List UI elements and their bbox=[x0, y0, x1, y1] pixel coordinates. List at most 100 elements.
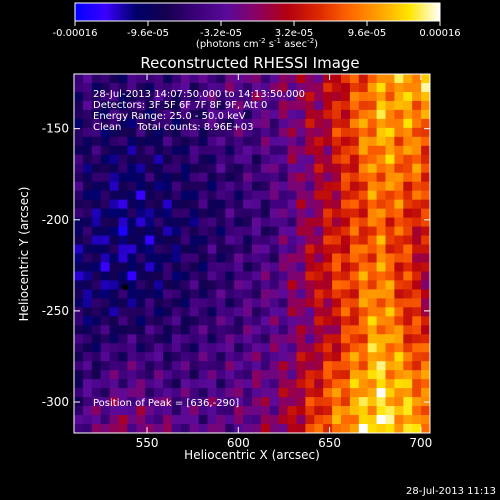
heatmap-cell bbox=[198, 334, 208, 344]
heatmap-cell bbox=[341, 82, 351, 93]
heatmap-cell bbox=[412, 74, 422, 84]
heatmap-cell bbox=[314, 91, 324, 102]
heatmap-cell bbox=[349, 199, 360, 210]
heatmap-cell bbox=[163, 325, 173, 335]
heatmap-cell bbox=[358, 325, 369, 335]
heatmap-cell bbox=[198, 253, 208, 263]
heatmap-cell bbox=[216, 244, 226, 254]
heatmap-cell bbox=[341, 163, 351, 174]
heatmap-cell bbox=[323, 253, 333, 263]
heatmap-cell bbox=[421, 118, 430, 129]
heatmap-cell bbox=[163, 415, 173, 425]
heatmap-cell bbox=[216, 280, 226, 290]
heatmap-cell bbox=[127, 361, 137, 371]
heatmap-cell bbox=[403, 298, 413, 308]
heatmap-cell bbox=[341, 154, 351, 165]
heatmap-cell bbox=[367, 406, 378, 416]
heatmap-cell bbox=[216, 235, 226, 246]
heatmap-cell bbox=[154, 235, 164, 246]
heatmap-cell bbox=[180, 91, 191, 102]
heatmap-cell bbox=[305, 217, 315, 228]
heatmap-cell bbox=[171, 361, 182, 371]
heatmap-cell bbox=[358, 82, 369, 93]
heatmap-cell bbox=[314, 82, 324, 93]
heatmap-cell bbox=[225, 253, 235, 263]
heatmap-cell bbox=[127, 325, 137, 335]
heatmap-cell bbox=[403, 379, 413, 389]
heatmap-cell bbox=[82, 136, 93, 147]
heatmap-cell bbox=[358, 424, 369, 433]
heatmap-cell bbox=[367, 109, 378, 120]
heatmap-cell bbox=[412, 406, 422, 416]
heatmap-cell bbox=[412, 226, 422, 237]
heatmap-cell bbox=[136, 415, 146, 425]
heatmap-cell bbox=[323, 289, 333, 299]
heatmap-cell bbox=[163, 100, 173, 111]
heatmap-cell bbox=[225, 352, 235, 362]
heatmap-cell bbox=[260, 74, 271, 84]
heatmap-cell bbox=[82, 235, 93, 246]
heatmap-cell bbox=[91, 190, 102, 201]
heatmap-cell bbox=[74, 91, 84, 102]
heatmap-cell bbox=[349, 181, 360, 192]
heatmap-cell bbox=[136, 289, 146, 299]
heatmap-cell bbox=[296, 271, 306, 281]
heatmap-cell bbox=[269, 208, 280, 219]
heatmap-cell bbox=[225, 154, 235, 165]
heatmap-cell bbox=[394, 74, 404, 84]
heatmap-cell bbox=[243, 145, 253, 156]
heatmap-cell bbox=[305, 334, 315, 344]
heatmap-cell bbox=[394, 280, 404, 290]
heatmap-cell bbox=[118, 253, 128, 263]
heatmap-cell bbox=[163, 82, 173, 93]
heatmap-cell bbox=[225, 172, 235, 183]
heatmap-cell bbox=[287, 226, 297, 237]
heatmap-cell bbox=[341, 262, 351, 272]
heatmap-cell bbox=[385, 307, 395, 317]
heatmap-cell bbox=[314, 145, 324, 156]
heatmap-cell bbox=[278, 361, 289, 371]
heatmap-cell bbox=[260, 388, 271, 398]
heatmap-cell bbox=[394, 136, 404, 147]
heatmap-cell bbox=[163, 226, 173, 237]
heatmap-cell bbox=[109, 136, 119, 147]
heatmap-cell bbox=[207, 74, 217, 84]
heatmap-cell bbox=[412, 154, 422, 165]
heatmap-cell bbox=[216, 388, 226, 398]
heatmap-cell bbox=[323, 262, 333, 272]
heatmap-cell bbox=[109, 343, 119, 353]
heatmap-cell bbox=[74, 262, 84, 272]
heatmap-cell bbox=[82, 316, 93, 326]
heatmap-cell bbox=[180, 109, 191, 120]
heatmap-cell bbox=[136, 235, 146, 246]
heatmap-cell bbox=[252, 370, 262, 380]
heatmap-cell bbox=[82, 154, 93, 165]
heatmap-cell bbox=[145, 172, 155, 183]
heatmap-cell bbox=[252, 316, 262, 326]
heatmap-cell bbox=[127, 145, 137, 156]
heatmap-cell bbox=[189, 118, 200, 129]
heatmap-cell bbox=[323, 217, 333, 228]
heatmap-cell bbox=[243, 388, 253, 398]
heatmap-cell bbox=[82, 280, 93, 290]
heatmap-cell bbox=[189, 74, 200, 84]
heatmap-cell bbox=[225, 208, 235, 219]
heatmap-cell bbox=[136, 181, 146, 192]
heatmap-cell bbox=[269, 298, 280, 308]
heatmap-cell bbox=[260, 172, 271, 183]
heatmap-cell bbox=[332, 316, 342, 326]
heatmap-cell bbox=[225, 379, 235, 389]
heatmap-cell bbox=[145, 74, 155, 84]
heatmap-cell bbox=[332, 307, 342, 317]
heatmap-cell bbox=[82, 397, 93, 407]
heatmap-cell bbox=[403, 262, 413, 272]
heatmap-cell bbox=[376, 109, 386, 120]
heatmap-cell bbox=[189, 424, 200, 433]
heatmap-cell bbox=[252, 109, 262, 120]
heatmap-cell bbox=[296, 199, 306, 210]
heatmap-cell bbox=[225, 271, 235, 281]
heatmap-cell bbox=[216, 136, 226, 147]
heatmap-cell bbox=[260, 136, 271, 147]
heatmap-cell bbox=[341, 91, 351, 102]
heatmap-cell bbox=[421, 172, 430, 183]
